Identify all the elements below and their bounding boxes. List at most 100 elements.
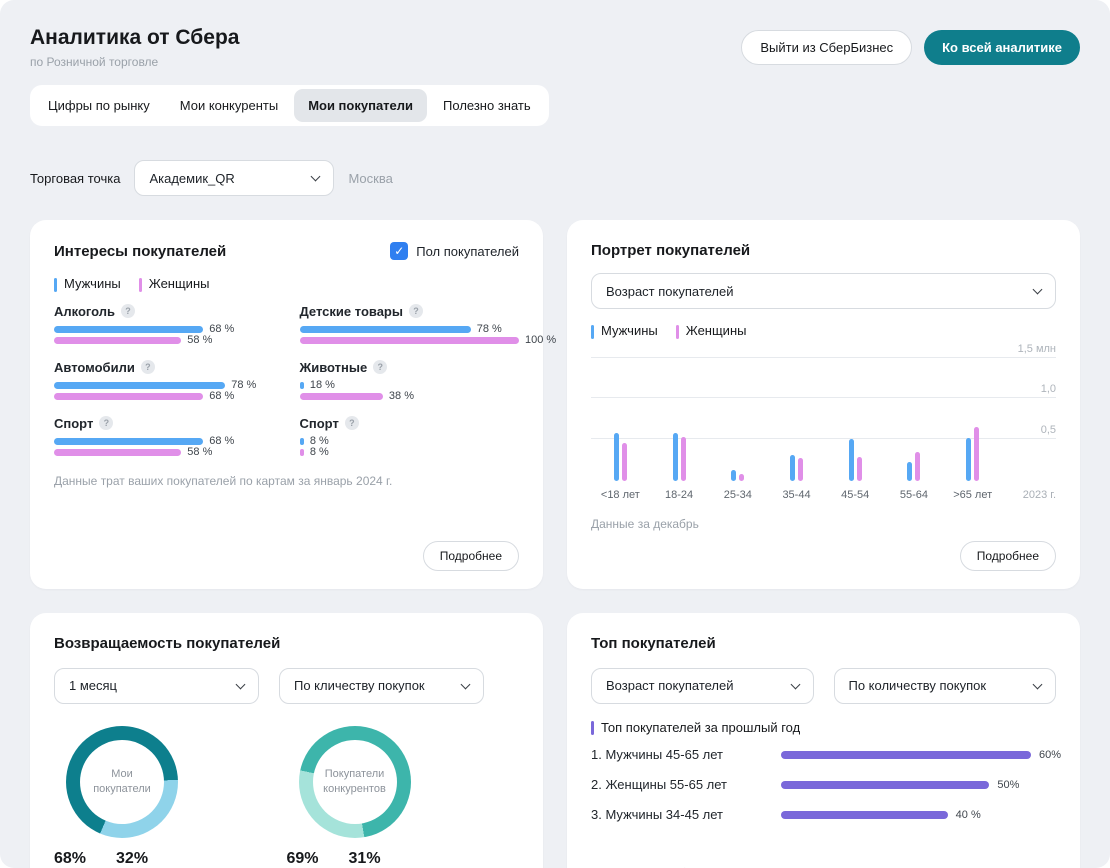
male-value: 68 % xyxy=(209,435,235,448)
donut-center-label: Мои покупатели xyxy=(93,768,151,795)
male-value: 68 % xyxy=(209,323,235,336)
legend-female: Женщины xyxy=(675,323,746,339)
x-axis-label: <18 лет xyxy=(600,488,640,501)
page-title: Аналитика от Сбера xyxy=(30,26,240,49)
more-button[interactable]: Подробнее xyxy=(422,540,519,571)
male-bar xyxy=(613,432,619,481)
male-bar xyxy=(299,325,471,333)
x-axis-label: 25-34 xyxy=(723,488,752,501)
female-bar xyxy=(739,473,745,481)
donut-block-competitors-customers: Покупатели конкурентов 69% 31% Разовые П… xyxy=(287,725,520,868)
tab-market-numbers[interactable]: Цифры по рынку xyxy=(34,89,164,122)
card-title: Возвращаемость покупателей xyxy=(54,634,281,652)
donut-chart-competitors: Покупатели конкурентов xyxy=(298,725,411,838)
top-customers-rows: 1. Мужчины 45-65 лет 60% 2. Женщины 55-6… xyxy=(591,747,1061,822)
value-bar xyxy=(781,810,948,819)
top-customer-row: 1. Мужчины 45-65 лет 60% xyxy=(591,747,1061,763)
card-head: Интересы покупателей ✓ Пол покупателей xyxy=(54,242,519,260)
info-icon[interactable]: ? xyxy=(121,304,136,319)
male-bar xyxy=(299,437,304,445)
male-bar xyxy=(54,325,204,333)
female-bar xyxy=(680,436,686,481)
male-value: 78 % xyxy=(476,323,502,336)
info-icon[interactable]: ? xyxy=(408,304,423,319)
row-label: 1. Мужчины 45-65 лет xyxy=(591,747,723,763)
chevron-down-icon xyxy=(790,679,800,690)
donut-block-my-customers: Мои покупатели 68% 32% Разовые Постоянны… xyxy=(54,725,287,868)
female-bar xyxy=(54,392,204,400)
male-value: 78 % xyxy=(231,379,257,392)
female-value: 58 % xyxy=(187,334,213,347)
age-column: 45-54 xyxy=(826,357,885,501)
value-bar xyxy=(781,750,1031,759)
age-bar-chart: 1,5 млн 1,0 0,5 <18 лет 18-24 25 xyxy=(591,342,1056,501)
donut-chart-my-customers: Мои покупатели xyxy=(66,725,178,838)
gender-checkbox[interactable]: ✓ Пол покупателей xyxy=(390,242,519,260)
female-bar xyxy=(621,443,627,481)
all-analytics-button[interactable]: Ко всей аналитике xyxy=(924,30,1080,65)
legend-female: Женщины xyxy=(138,276,209,292)
tab-my-customers[interactable]: Мои покупатели xyxy=(294,89,428,122)
male-bar xyxy=(848,439,854,481)
legend-male: Мужчины xyxy=(54,276,121,292)
legend-male: Мужчины xyxy=(591,323,658,339)
select-value: По количеству покупок xyxy=(848,678,987,694)
female-bar xyxy=(299,336,519,344)
tab-useful-to-know[interactable]: Полезно знать xyxy=(429,89,545,122)
top-marker-icon xyxy=(591,721,594,736)
year-column: 2023 г. xyxy=(1002,357,1056,501)
female-bar xyxy=(974,426,980,481)
secondary-percent: 32% xyxy=(116,849,149,867)
checkbox-label: Пол покупателей xyxy=(416,243,519,259)
card-title: Портрет покупателей xyxy=(591,242,751,259)
card-footnote: Данные трат ваших покупателей по картам … xyxy=(54,473,393,488)
info-icon[interactable]: ? xyxy=(99,416,114,431)
female-marker-icon xyxy=(675,324,679,339)
metric-select[interactable]: По кличеству покупок xyxy=(279,667,484,704)
female-value: 100 % xyxy=(525,334,557,347)
store-select-value: Академик_QR xyxy=(149,170,235,186)
retention-filters: 1 месяц По кличеству покупок xyxy=(54,667,519,704)
chevron-down-icon xyxy=(311,171,321,182)
store-select[interactable]: Академик_QR xyxy=(134,160,335,196)
tab-my-competitors[interactable]: Мои конкуренты xyxy=(166,89,292,122)
select-value: 1 месяц xyxy=(69,678,117,694)
age-column: 25-34 xyxy=(708,357,767,501)
portrait-metric-select[interactable]: Возраст покупателей xyxy=(591,273,1056,309)
info-icon[interactable]: ? xyxy=(140,360,155,375)
checkbox-checked-icon[interactable]: ✓ xyxy=(390,242,409,260)
exit-sberbusiness-button[interactable]: Выйти из СберБизнес xyxy=(741,30,913,65)
male-marker-icon xyxy=(591,324,594,339)
male-bar xyxy=(54,381,226,389)
select-value: Возраст покупателей xyxy=(606,283,734,299)
interest-grid: Алкоголь? 68 % 58 % Детские товары? 78 %… xyxy=(54,303,556,458)
interest-item-kids-goods: Детские товары? 78 % 100 % xyxy=(299,303,556,346)
card-customer-interests: Интересы покупателей ✓ Пол покупателей М… xyxy=(30,220,556,589)
info-icon[interactable]: ? xyxy=(373,360,388,375)
female-marker-icon xyxy=(138,277,142,292)
x-axis-label: 45-54 xyxy=(841,488,870,501)
interest-label: Спорт xyxy=(54,415,94,431)
y-axis-label: 1,0 xyxy=(1032,382,1056,395)
card-title: Топ покупателей xyxy=(591,634,716,652)
info-icon[interactable]: ? xyxy=(344,416,359,431)
chevron-down-icon xyxy=(235,679,246,690)
card-footnote: Данные за декабрь 2023 г. xyxy=(591,866,1056,868)
male-bar xyxy=(907,462,913,481)
age-select[interactable]: Возраст покупателей xyxy=(591,667,814,704)
card-customer-portrait: Портрет покупателей Возраст покупателей … xyxy=(567,220,1080,589)
male-bar xyxy=(299,381,304,389)
more-button[interactable]: Подробнее xyxy=(959,540,1056,571)
x-axis-label: 35-44 xyxy=(782,488,811,501)
interest-label: Алкоголь xyxy=(54,303,116,319)
male-bar xyxy=(54,437,204,445)
page-subtitle: по Розничной торговле xyxy=(30,55,159,69)
period-select[interactable]: 1 месяц xyxy=(54,667,259,704)
age-column: >65 лет xyxy=(943,357,1002,501)
interest-item-pets: Животные? 18 % 38 % xyxy=(299,360,520,402)
male-bar xyxy=(966,437,972,481)
interest-label: Детские товары xyxy=(299,303,403,319)
metric-select[interactable]: По количеству покупок xyxy=(833,667,1056,704)
interest-label: Спорт xyxy=(299,415,339,431)
